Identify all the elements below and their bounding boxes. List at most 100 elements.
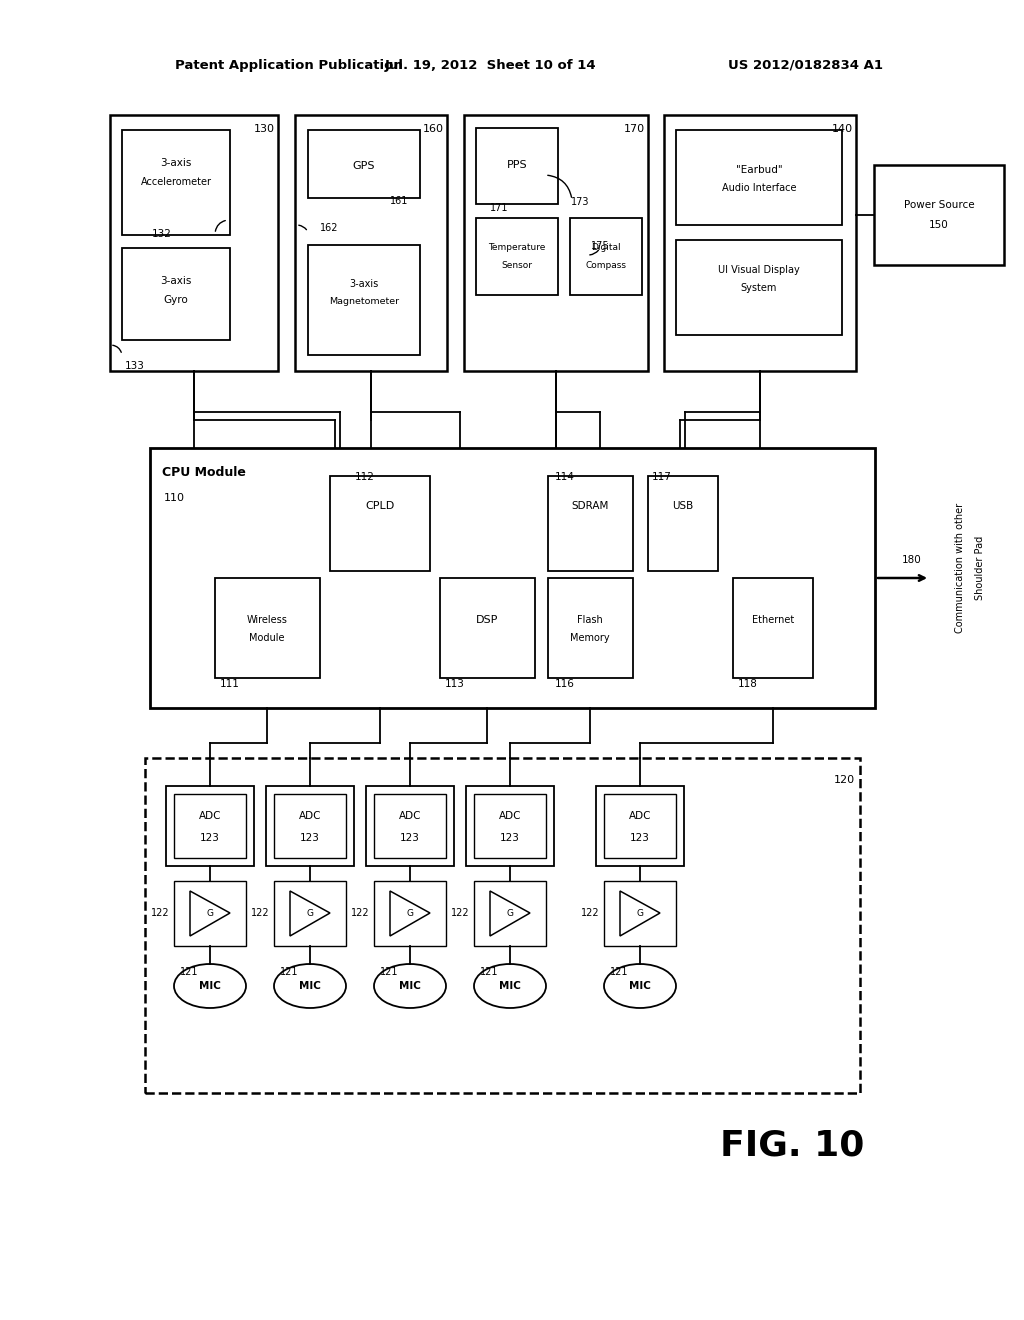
Text: 3-axis: 3-axis bbox=[161, 158, 191, 168]
Text: 132: 132 bbox=[152, 228, 172, 239]
Bar bbox=[330, 477, 430, 572]
Bar bbox=[664, 115, 856, 371]
Polygon shape bbox=[190, 891, 230, 936]
Bar bbox=[266, 785, 354, 866]
Bar bbox=[474, 880, 546, 946]
Bar bbox=[648, 477, 718, 572]
Text: G: G bbox=[306, 908, 313, 917]
Text: 121: 121 bbox=[280, 968, 299, 977]
Text: 118: 118 bbox=[738, 678, 758, 689]
Text: Ethernet: Ethernet bbox=[752, 615, 795, 624]
Text: 180: 180 bbox=[902, 554, 922, 565]
Text: 111: 111 bbox=[220, 678, 240, 689]
Bar bbox=[215, 578, 319, 678]
Text: GPS: GPS bbox=[352, 161, 375, 172]
Text: Magnetometer: Magnetometer bbox=[329, 297, 399, 306]
Bar bbox=[366, 785, 454, 866]
Bar bbox=[122, 129, 230, 235]
Text: ADC: ADC bbox=[629, 810, 651, 821]
Text: MIC: MIC bbox=[399, 981, 421, 991]
Text: ADC: ADC bbox=[299, 810, 322, 821]
Text: USB: USB bbox=[673, 502, 693, 511]
Bar bbox=[474, 795, 546, 858]
Text: 116: 116 bbox=[555, 678, 574, 689]
Text: Shoulder Pad: Shoulder Pad bbox=[975, 536, 985, 601]
Text: "Earbud": "Earbud" bbox=[735, 165, 782, 176]
Text: ADC: ADC bbox=[499, 810, 521, 821]
Text: MIC: MIC bbox=[199, 981, 221, 991]
Text: 121: 121 bbox=[380, 968, 398, 977]
Bar bbox=[476, 128, 558, 205]
Text: 133: 133 bbox=[125, 360, 145, 371]
Bar bbox=[464, 115, 648, 371]
Bar bbox=[374, 795, 446, 858]
Text: DSP: DSP bbox=[476, 615, 499, 624]
Text: 120: 120 bbox=[834, 775, 855, 785]
Text: Digital: Digital bbox=[591, 243, 621, 252]
Text: 113: 113 bbox=[445, 678, 465, 689]
Text: CPU Module: CPU Module bbox=[162, 466, 246, 479]
Text: US 2012/0182834 A1: US 2012/0182834 A1 bbox=[727, 58, 883, 71]
Text: Memory: Memory bbox=[570, 634, 610, 643]
Text: 122: 122 bbox=[152, 908, 170, 917]
Bar bbox=[548, 578, 633, 678]
Text: 150: 150 bbox=[929, 220, 949, 230]
Text: ADC: ADC bbox=[398, 810, 421, 821]
Text: PPS: PPS bbox=[507, 160, 527, 170]
Text: Sensor: Sensor bbox=[502, 260, 532, 269]
Text: G: G bbox=[637, 908, 643, 917]
Text: 122: 122 bbox=[582, 908, 600, 917]
Bar bbox=[374, 880, 446, 946]
Bar bbox=[548, 477, 633, 572]
Bar bbox=[274, 795, 346, 858]
Bar bbox=[166, 785, 254, 866]
Bar bbox=[466, 785, 554, 866]
Text: 114: 114 bbox=[555, 473, 574, 482]
Text: Flash: Flash bbox=[578, 615, 603, 624]
Text: 121: 121 bbox=[480, 968, 499, 977]
Text: 173: 173 bbox=[570, 197, 589, 207]
Text: CPLD: CPLD bbox=[366, 502, 394, 511]
Text: 112: 112 bbox=[355, 473, 375, 482]
Text: MIC: MIC bbox=[499, 981, 521, 991]
Bar bbox=[274, 880, 346, 946]
Text: 175: 175 bbox=[591, 242, 609, 251]
Text: 123: 123 bbox=[200, 833, 220, 843]
Ellipse shape bbox=[474, 964, 546, 1008]
Text: Jul. 19, 2012  Sheet 10 of 14: Jul. 19, 2012 Sheet 10 of 14 bbox=[384, 58, 596, 71]
Bar bbox=[874, 165, 1004, 265]
Text: 171: 171 bbox=[490, 203, 509, 213]
Text: Power Source: Power Source bbox=[904, 201, 974, 210]
Bar bbox=[174, 795, 246, 858]
Text: FIG. 10: FIG. 10 bbox=[720, 1129, 864, 1162]
Bar bbox=[308, 246, 420, 355]
Text: 3-axis: 3-axis bbox=[161, 276, 191, 286]
Text: Communication with other: Communication with other bbox=[955, 503, 965, 634]
Bar bbox=[440, 578, 535, 678]
Bar bbox=[476, 218, 558, 294]
Polygon shape bbox=[490, 891, 530, 936]
Text: Gyro: Gyro bbox=[164, 294, 188, 305]
Text: 122: 122 bbox=[251, 908, 270, 917]
Text: 170: 170 bbox=[624, 124, 645, 135]
Bar bbox=[570, 218, 642, 294]
Text: Compass: Compass bbox=[586, 260, 627, 269]
Bar bbox=[733, 578, 813, 678]
Text: 121: 121 bbox=[610, 968, 629, 977]
Text: 122: 122 bbox=[351, 908, 370, 917]
Bar bbox=[604, 795, 676, 858]
Text: Wireless: Wireless bbox=[247, 615, 288, 624]
Text: G: G bbox=[207, 908, 213, 917]
Bar bbox=[145, 758, 860, 1093]
Bar bbox=[295, 115, 447, 371]
Polygon shape bbox=[290, 891, 330, 936]
Bar bbox=[596, 785, 684, 866]
Ellipse shape bbox=[604, 964, 676, 1008]
Ellipse shape bbox=[174, 964, 246, 1008]
Text: 161: 161 bbox=[390, 195, 409, 206]
Text: 123: 123 bbox=[500, 833, 520, 843]
Text: Audio Interface: Audio Interface bbox=[722, 183, 797, 193]
Polygon shape bbox=[390, 891, 430, 936]
Text: 130: 130 bbox=[254, 124, 275, 135]
Text: ADC: ADC bbox=[199, 810, 221, 821]
